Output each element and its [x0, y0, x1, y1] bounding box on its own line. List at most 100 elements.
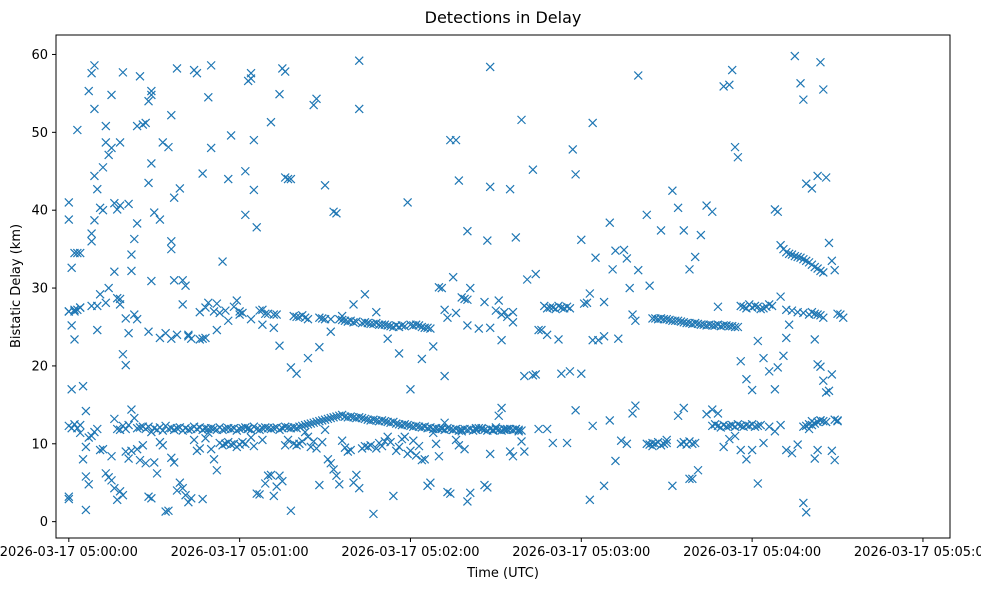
data-point	[625, 283, 635, 293]
data-point	[759, 438, 768, 448]
data-point	[158, 440, 168, 450]
data-point	[630, 316, 640, 326]
data-point	[833, 309, 842, 319]
data-point	[218, 425, 227, 435]
data-point	[87, 431, 97, 441]
data-point	[146, 427, 156, 437]
data-point	[480, 297, 489, 307]
data-point	[599, 331, 609, 341]
data-point	[830, 265, 840, 275]
data-point	[388, 491, 398, 501]
data-point	[827, 256, 837, 266]
data-point	[181, 281, 190, 291]
data-point	[588, 118, 598, 128]
data-point	[428, 342, 438, 351]
data-point	[144, 492, 153, 502]
data-point	[141, 458, 151, 468]
data-point	[400, 432, 410, 442]
data-point	[457, 292, 467, 302]
data-point	[152, 468, 162, 478]
data-point	[257, 435, 267, 445]
data-point	[816, 362, 825, 372]
data-point	[146, 159, 156, 168]
data-point	[807, 416, 817, 426]
data-point	[226, 440, 236, 449]
data-point	[784, 249, 794, 259]
data-point	[579, 299, 589, 309]
data-point	[437, 424, 447, 434]
data-point	[673, 411, 683, 421]
data-point	[730, 431, 740, 441]
data-point	[300, 427, 310, 437]
data-point	[226, 131, 236, 140]
data-point	[314, 313, 324, 323]
data-point	[548, 303, 558, 312]
data-point	[821, 387, 831, 397]
data-point	[64, 494, 74, 504]
data-point	[425, 478, 435, 488]
data-point	[104, 283, 114, 293]
data-point	[824, 386, 834, 396]
data-point	[693, 465, 703, 475]
data-point	[98, 205, 108, 215]
x-axis-label: Time (UTC)	[466, 566, 539, 581]
data-point	[72, 125, 82, 135]
data-point	[78, 381, 88, 391]
y-tick-label: 30	[31, 282, 48, 297]
data-point	[747, 445, 757, 455]
data-point	[169, 425, 179, 435]
data-point	[249, 441, 259, 451]
x-tick-label: 2026-03-17 05:02:00	[341, 545, 479, 560]
data-point	[158, 426, 168, 435]
data-point	[724, 434, 734, 444]
data-point	[733, 322, 743, 332]
data-point	[830, 415, 840, 425]
data-point	[260, 309, 270, 319]
y-tick-label: 10	[31, 437, 48, 452]
data-point	[246, 314, 256, 324]
data-point	[790, 251, 800, 261]
data-point	[212, 299, 222, 309]
data-point	[283, 435, 293, 445]
data-point	[203, 92, 213, 102]
data-point	[454, 440, 464, 450]
data-point	[346, 445, 356, 455]
data-point	[275, 341, 284, 351]
data-point	[499, 425, 509, 435]
data-point	[411, 320, 421, 330]
data-point	[662, 435, 672, 445]
data-point	[349, 299, 358, 309]
data-point	[645, 281, 655, 291]
data-point	[690, 318, 700, 328]
data-point	[787, 448, 797, 458]
data-point	[622, 439, 632, 449]
data-point	[178, 483, 188, 493]
data-point	[286, 174, 296, 184]
data-point	[81, 472, 91, 481]
data-point	[710, 419, 720, 429]
data-point	[169, 458, 179, 467]
data-point	[816, 416, 825, 425]
data-point	[98, 162, 108, 172]
data-point	[554, 301, 563, 311]
data-point	[300, 313, 310, 323]
data-point	[249, 135, 259, 145]
data-point	[588, 335, 598, 345]
data-point	[201, 433, 210, 443]
data-point	[87, 229, 97, 238]
data-point	[292, 423, 302, 433]
data-point	[818, 376, 828, 386]
data-point	[642, 210, 652, 220]
data-point	[733, 419, 743, 429]
data-point	[633, 265, 643, 275]
data-point	[460, 294, 469, 304]
data-point	[81, 406, 91, 416]
data-point	[98, 444, 108, 454]
data-point	[195, 444, 205, 453]
data-point	[798, 498, 808, 508]
data-point	[702, 409, 711, 419]
data-point	[514, 426, 524, 436]
data-point	[260, 479, 270, 488]
data-point	[346, 412, 356, 421]
data-point	[568, 145, 578, 154]
